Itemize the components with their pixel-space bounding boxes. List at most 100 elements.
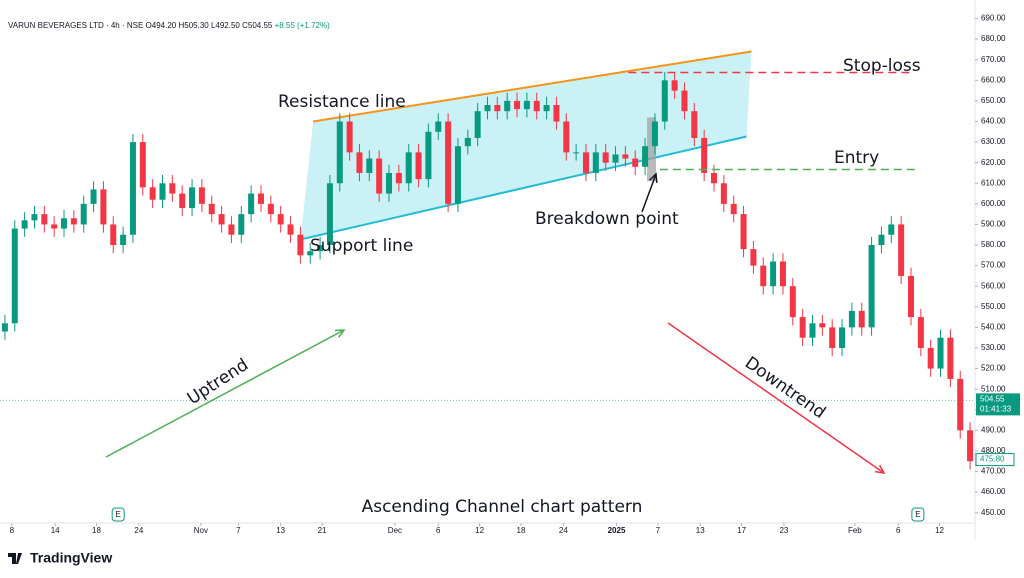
candle-body bbox=[31, 214, 38, 221]
candle-body bbox=[189, 187, 196, 208]
candle-body bbox=[80, 203, 87, 225]
candle-body bbox=[11, 228, 18, 324]
countdown-label: 01:41:33 bbox=[980, 404, 1012, 413]
y-tick-label: 670.00 bbox=[981, 55, 1006, 64]
candle-body bbox=[878, 234, 885, 246]
candle-body bbox=[750, 249, 757, 266]
y-tick-label: 590.00 bbox=[981, 220, 1006, 229]
entry-label: Entry bbox=[834, 148, 879, 168]
x-tick-label: 12 bbox=[475, 526, 484, 535]
candle-body bbox=[947, 337, 954, 379]
brand-logo: TradingView bbox=[8, 550, 112, 566]
header: VARUN BEVERAGES LTD · 4h · NSE O494.20 H… bbox=[8, 21, 330, 30]
resistance-line bbox=[313, 50, 752, 123]
marked-price-tag bbox=[975, 453, 1015, 467]
candle-body bbox=[967, 430, 974, 462]
x-tick-label: Dec bbox=[388, 526, 402, 535]
candle-body bbox=[326, 183, 333, 246]
x-tick-label: 7 bbox=[656, 526, 661, 535]
candle-body bbox=[208, 203, 215, 215]
candle-body bbox=[267, 203, 274, 215]
y-tick-label: 460.00 bbox=[981, 487, 1006, 496]
y-tick-label: 550.00 bbox=[981, 302, 1006, 311]
candle-body bbox=[858, 310, 865, 328]
candle-body bbox=[228, 224, 235, 235]
x-tick-label: 6 bbox=[896, 526, 901, 535]
candle-body bbox=[139, 142, 146, 188]
uptrend-arrow bbox=[105, 329, 345, 458]
candle-body bbox=[149, 187, 156, 200]
candle-body bbox=[494, 105, 501, 112]
downtrend-arrow-head bbox=[874, 464, 886, 474]
candle-body bbox=[238, 214, 245, 235]
x-tick-label: 12 bbox=[935, 526, 944, 535]
resistance-label: Resistance line bbox=[278, 92, 406, 112]
candle-body bbox=[218, 214, 225, 225]
candle-body bbox=[179, 193, 186, 208]
candle-body bbox=[41, 214, 48, 225]
candle-body bbox=[120, 234, 127, 246]
y-tick-label: 450.00 bbox=[981, 508, 1006, 517]
current-price-tag bbox=[976, 393, 1020, 416]
chart-title: Ascending Channel chart pattern bbox=[362, 497, 643, 517]
x-tick-label: 24 bbox=[134, 526, 143, 535]
candle-body bbox=[70, 218, 77, 225]
candle-body bbox=[888, 224, 895, 235]
candle-body bbox=[405, 152, 412, 184]
candle-body bbox=[711, 172, 718, 184]
candle-body bbox=[642, 146, 649, 167]
y-tick-label: 640.00 bbox=[981, 117, 1006, 126]
candle-body bbox=[198, 187, 205, 204]
candle-body bbox=[1, 323, 8, 332]
support-label: Support line bbox=[310, 236, 413, 256]
y-tick-label: 620.00 bbox=[981, 158, 1006, 167]
candle-body bbox=[425, 131, 432, 180]
x-tick-label: 18 bbox=[92, 526, 101, 535]
x-tick-label: 13 bbox=[276, 526, 285, 535]
x-tick-label: 23 bbox=[779, 526, 788, 535]
downtrend-arrow bbox=[667, 322, 885, 474]
candle-body bbox=[671, 80, 678, 91]
candle-body bbox=[927, 347, 934, 369]
x-tick-label: 8 bbox=[10, 526, 15, 535]
candle-body bbox=[435, 121, 442, 132]
candle-body bbox=[799, 317, 806, 338]
x-tick-label: Feb bbox=[848, 526, 862, 535]
support-line bbox=[300, 135, 747, 241]
candle-body bbox=[415, 152, 422, 180]
candle-body bbox=[661, 80, 668, 122]
candle-body bbox=[484, 105, 491, 112]
candle-body bbox=[159, 183, 166, 200]
candle-body bbox=[809, 323, 816, 338]
candle-body bbox=[51, 224, 58, 229]
candle-body bbox=[100, 189, 107, 225]
y-tick-label: 650.00 bbox=[981, 96, 1006, 105]
candle-body bbox=[257, 193, 264, 204]
candle-body bbox=[474, 111, 481, 138]
candle-body bbox=[622, 154, 629, 159]
candle-body bbox=[169, 183, 176, 194]
candle-body bbox=[760, 265, 767, 287]
y-tick-label: 470.00 bbox=[981, 467, 1006, 476]
x-tick-label: 18 bbox=[517, 526, 526, 535]
candle-body bbox=[129, 142, 136, 235]
candle-body bbox=[395, 172, 402, 184]
candle-body bbox=[632, 158, 639, 167]
candle-body bbox=[651, 121, 658, 147]
candle-body bbox=[819, 323, 826, 328]
x-tick-label: 7 bbox=[236, 526, 241, 535]
candle-body bbox=[563, 121, 570, 153]
x-tick-label: Nov bbox=[194, 526, 208, 535]
y-tick-label: 580.00 bbox=[981, 240, 1006, 249]
stop-loss-label: Stop-loss bbox=[843, 56, 921, 76]
candle-body bbox=[336, 121, 343, 184]
candle-body bbox=[868, 245, 875, 328]
candle-body bbox=[691, 111, 698, 138]
candle-body bbox=[701, 137, 708, 173]
x-tick-label: 24 bbox=[559, 526, 568, 535]
y-tick-label: 540.00 bbox=[981, 322, 1006, 331]
y-tick-label: 660.00 bbox=[981, 75, 1006, 84]
x-tick-label: 14 bbox=[51, 526, 60, 535]
event-label: E bbox=[116, 510, 121, 519]
